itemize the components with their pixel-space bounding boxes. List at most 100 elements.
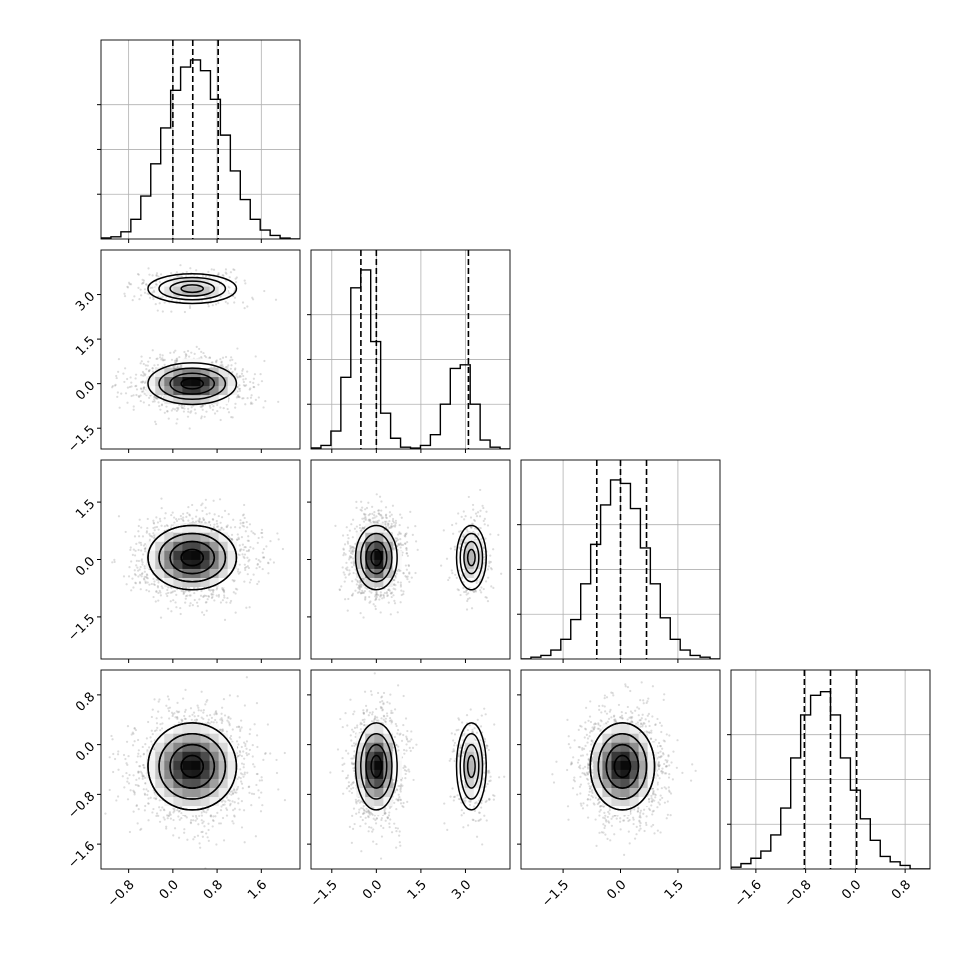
sample-point [404,575,406,577]
sample-point [176,520,178,522]
sample-point [131,395,133,397]
sample-point [189,594,191,596]
sample-point [400,582,402,584]
sample-point [160,525,162,527]
sample-point [386,591,388,593]
sample-point [227,302,229,304]
sample-point [344,598,346,600]
sample-point [159,409,161,411]
sample-point [170,272,172,274]
sample-point [465,591,467,593]
sample-point [191,504,193,506]
sample-point [137,273,139,275]
sample-point [175,606,177,608]
sample-point [161,507,163,509]
sample-point [167,592,169,594]
sample-point [166,595,168,597]
sample-point [230,368,232,370]
sample-point [389,511,391,513]
sample-point [471,523,473,525]
sample-point [359,527,361,529]
sample-point [208,521,210,523]
sample-point [244,307,246,309]
sample-point [253,378,255,380]
sample-point [146,527,148,529]
sample-point [210,593,212,595]
sample-point [388,601,390,603]
sample-point [145,589,147,591]
sample-point [408,581,410,583]
sample-point [130,546,132,548]
sample-point [189,411,191,413]
sample-point [155,274,157,276]
sample-point [344,574,346,576]
sample-point [198,348,200,350]
sample-point [159,518,161,520]
sample-point [201,611,203,613]
sample-point [155,600,157,602]
sample-point [243,513,245,515]
sample-point [153,291,155,293]
sample-point [246,521,248,523]
sample-point [244,553,246,555]
sample-point [249,581,251,583]
sample-point [252,386,254,388]
sample-point [185,353,187,355]
sample-point [359,524,361,526]
sample-point [231,359,233,361]
sample-point [171,591,173,593]
sample-point [147,364,149,366]
sample-point [140,362,142,364]
sample-point [134,573,136,575]
sample-point [187,520,189,522]
sample-point [258,537,260,539]
sample-point [240,548,242,550]
sample-point [216,523,218,525]
sample-point [148,274,150,276]
sample-point [244,517,246,519]
sample-point [222,528,224,530]
sample-point [209,589,211,591]
sample-point [204,416,206,418]
sample-point [142,390,144,392]
sample-point [373,511,375,513]
sample-point [176,410,178,412]
panel-2-vs-3 [307,460,510,663]
sample-point [214,412,216,414]
sample-point [153,534,155,536]
sample-point [381,517,383,519]
sample-point [267,572,269,574]
sample-point [187,416,189,418]
sample-point [259,566,261,568]
sample-point [378,512,380,514]
sample-point [183,410,185,412]
sample-point [233,591,235,593]
sample-point [244,282,246,284]
sample-point [148,370,150,372]
sample-point [233,301,235,303]
sample-point [152,274,154,276]
sample-point [143,279,145,281]
sample-point [202,596,204,598]
sample-point [160,498,162,500]
y-tick-label: 1.5 [73,334,98,359]
sample-point [140,542,142,544]
sample-point [162,310,164,312]
sample-point [171,409,173,411]
sample-point [262,556,264,558]
sample-point [399,543,401,545]
sample-point [231,534,233,536]
sample-point [207,271,209,273]
sample-point [396,570,398,572]
sample-point [147,361,149,363]
sample-point [135,374,137,376]
sample-point [451,524,453,526]
sample-point [407,526,409,528]
density-cell [219,550,228,559]
sample-point [239,527,241,529]
sample-point [249,606,251,608]
sample-point [141,360,143,362]
sample-point [245,530,247,532]
sample-point [189,427,191,429]
sample-point [216,404,218,406]
